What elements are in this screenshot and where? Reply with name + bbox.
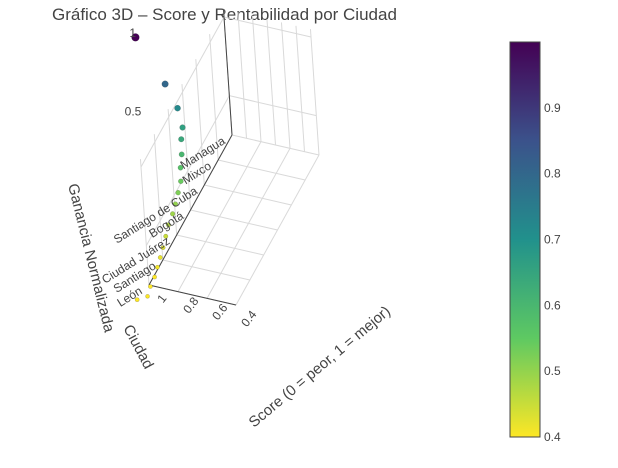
grid-line-floor-score-1 [206,148,291,299]
z-axis-title: Ganancia Normalizada [64,182,118,335]
grid-line-score-0 [309,29,320,156]
points-layer [131,33,186,303]
grid-line-city-3 [181,84,191,211]
data-point [179,124,186,131]
grid-line-city-2 [195,59,205,186]
data-point [160,245,166,251]
data-point [177,164,184,171]
grid-line-city-5 [153,134,164,261]
grid-line-floor-city-4 [176,234,264,256]
data-point [152,274,157,280]
grid-line-floor-score-0 [235,154,320,306]
grid-line-city-1 [209,34,219,161]
chart-title: Gráfico 3D – Score y Rentabilidad por Ci… [52,5,397,24]
z-tick-label: 1 [129,26,136,40]
colorbar-gradient [509,41,541,438]
grid-line-score-3 [266,19,276,146]
grid-line-ganancia-left-0 [145,95,230,246]
y-axis-title: Score (0 = peor, 1 = mejor) [246,303,394,431]
grid-line-floor-score-2 [177,141,262,292]
grid-line-floor-city-3 [190,209,278,231]
z-tick-label: 0.5 [125,105,142,119]
y-tick-label: 0.6 [209,301,231,323]
axis-line-y [148,284,237,306]
colorbar-ticks: 0.4 0.5 0.6 0.7 0.8 0.9 [544,101,561,444]
data-point [163,233,169,239]
data-point [155,264,160,270]
grid-line-floor-city-1 [218,159,306,181]
data-point [145,294,150,299]
grid-line-ganancia-1 [223,16,312,38]
grid-line-score-1 [295,25,305,152]
data-point [178,178,184,185]
axis-line-z [222,9,233,136]
grid-line-floor-city-0 [231,134,320,156]
data-point [148,284,153,289]
grid-line-score-5 [237,12,247,139]
data-point [161,80,169,88]
grid-line-ganancia-left-1 [140,16,225,168]
data-point [165,222,171,228]
data-point [170,211,176,217]
colorbar-tick-label: 0.8 [544,167,561,181]
data-point [178,151,185,158]
data-point [172,201,179,207]
grid-line-ganancia-0 [229,95,317,117]
grid-line-score-4 [251,15,262,142]
data-point [157,255,163,260]
grid-line-city-4 [167,109,178,236]
data-point [178,136,185,143]
grid-layer [139,9,320,306]
y-tick-label: 1 [154,291,169,305]
x-axis-title: Ciudad [119,322,156,372]
colorbar-tick-label: 0.4 [544,430,561,444]
colorbar-tick-label: 0.6 [544,298,561,312]
colorbar-tick-label: 0.7 [544,233,561,247]
data-point [134,297,140,303]
data-point [131,33,140,42]
data-point [174,104,181,112]
grid-line-floor-city-5 [162,259,250,281]
colorbar-tick-label: 0.9 [544,101,561,115]
colorbar-tick-label: 0.5 [544,364,561,378]
axis-line-x [148,134,233,286]
grid-line-floor-city-2 [204,184,292,206]
y-tick-label: 0.8 [180,294,202,316]
grid-line-city-6 [139,159,150,286]
y-tick-label: 0.4 [238,307,260,329]
data-point [175,190,181,196]
grid-line-score-2 [280,22,291,149]
colorbar: 0.4 0.5 0.6 0.7 0.8 0.9 [509,41,561,444]
